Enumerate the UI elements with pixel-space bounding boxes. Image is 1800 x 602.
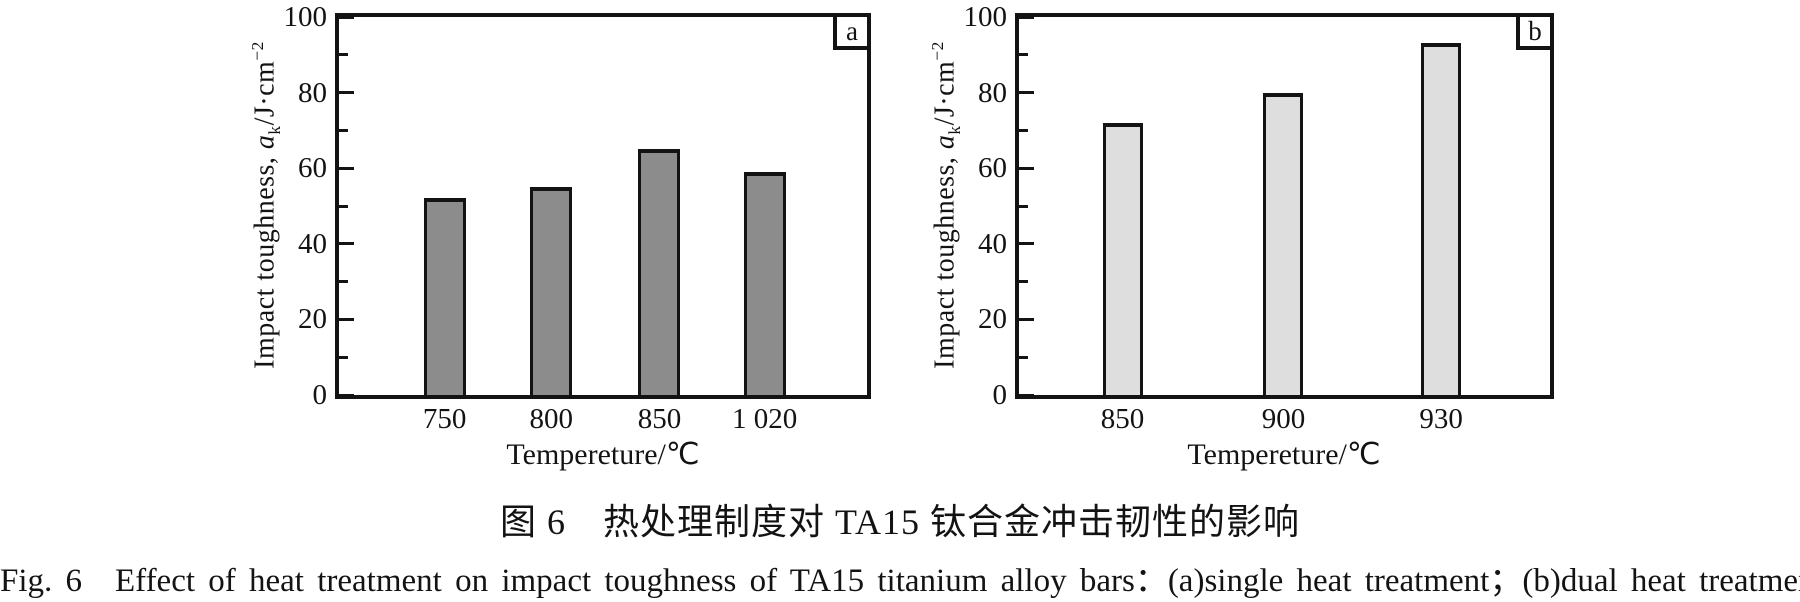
plot-area-b: b 0 20 40 60 80 100 850 900 930: [964, 1, 1554, 435]
y-axis-major-tick: [1019, 317, 1034, 321]
y-axis-major-tick: [1019, 242, 1034, 246]
y-axis-minor-tick: [339, 280, 348, 284]
bar-a-800: [530, 187, 573, 395]
y-axis-superscript: −2: [928, 41, 947, 61]
y-axis-minor-tick: [1019, 53, 1028, 57]
y-axis-superscript: −2: [248, 41, 267, 61]
panel-label-a: a: [846, 16, 858, 46]
y-axis-subscript: k: [264, 125, 284, 135]
x-tick-label: 850: [1100, 403, 1145, 435]
y-axis-minor-tick: [1019, 128, 1028, 132]
figure-caption-chinese: 图 6 热处理制度对 TA15 钛合金冲击韧性的影响: [499, 502, 1301, 542]
x-tick-label: 850: [637, 403, 682, 435]
bar-b-930: [1421, 43, 1462, 395]
y-tick-label: 60: [978, 152, 1007, 185]
y-axis-major-tick: [339, 15, 354, 19]
y-tick-label: 100: [963, 1, 1008, 33]
y-axis-minor-tick: [339, 355, 348, 359]
plot-area-a: a 0 20 40 60 80 100 750 800 850 1 020: [284, 1, 871, 435]
y-axis-major-tick: [1019, 91, 1034, 95]
panel-label-box-a: a: [833, 13, 871, 50]
bar-a-1020: [743, 171, 786, 395]
bar-a-750: [423, 198, 466, 395]
y-axis-label-a: Impact toughness, ak/J·cm−2: [241, 0, 284, 425]
y-tick-label: 20: [978, 303, 1007, 336]
y-tick-label: 40: [978, 227, 1007, 260]
y-tick-label: 0: [312, 379, 328, 411]
y-axis-minor-tick: [1019, 204, 1028, 208]
y-tick-label: 20: [298, 303, 327, 336]
y-axis-major-tick: [1019, 166, 1034, 170]
y-axis-major-tick: [339, 393, 354, 397]
y-axis-label-b: Impact toughness, ak/J·cm−2: [921, 0, 964, 425]
x-axis-title-b: Tempereture/℃: [1187, 438, 1381, 471]
x-tick-label: 750: [422, 403, 467, 435]
y-axis-major-tick: [339, 317, 354, 321]
figure-caption-english: Fig. 6 Effect of heat treatment on impac…: [0, 563, 1800, 599]
y-tick-label: 60: [298, 152, 327, 185]
y-axis-major-tick: [1019, 15, 1034, 19]
y-tick-label: 100: [283, 1, 328, 33]
y-axis-minor-tick: [339, 204, 348, 208]
bar-a-850: [638, 149, 681, 395]
panel-label-b: b: [1528, 16, 1542, 46]
y-axis-symbol: a: [929, 134, 961, 150]
x-tick-label: 900: [1261, 403, 1306, 435]
y-tick-label: 80: [978, 76, 1007, 109]
x-tick-label: 1 020: [731, 403, 798, 435]
y-tick-label: 80: [298, 76, 327, 109]
bar-b-850: [1102, 122, 1143, 395]
y-axis-minor-tick: [339, 128, 348, 132]
bar-b-900: [1263, 92, 1304, 395]
y-axis-minor-tick: [1019, 280, 1028, 284]
x-tick-label: 800: [529, 403, 574, 435]
y-axis-major-tick: [1019, 393, 1034, 397]
y-axis-major-tick: [339, 166, 354, 170]
y-axis-minor-tick: [339, 53, 348, 57]
x-axis-title-a: Tempereture/℃: [506, 438, 700, 471]
x-tick-label: 930: [1419, 403, 1463, 435]
y-axis-major-tick: [339, 242, 354, 246]
panel-label-box-b: b: [1516, 13, 1554, 50]
y-axis-subscript: k: [944, 125, 964, 135]
y-tick-label: 40: [298, 227, 327, 260]
y-axis-symbol: a: [249, 134, 281, 150]
y-tick-label: 0: [992, 379, 1008, 411]
y-axis-minor-tick: [1019, 355, 1028, 359]
y-axis-major-tick: [339, 91, 354, 95]
